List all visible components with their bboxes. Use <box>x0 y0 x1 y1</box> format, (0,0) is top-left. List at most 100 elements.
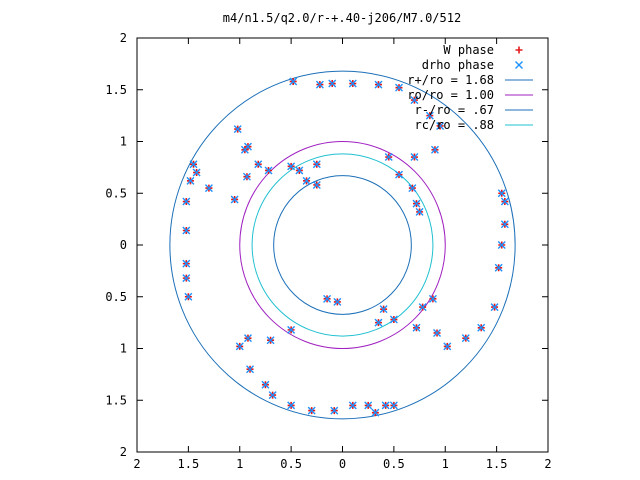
drho-phase-point <box>374 318 383 327</box>
drho-phase-point <box>494 263 503 272</box>
drho-phase-point <box>461 334 470 343</box>
legend-label: ro/ro = 1.00 <box>407 88 494 102</box>
drho-phase-point <box>348 79 357 88</box>
x-tick-label: 1.5 <box>178 457 200 471</box>
data-points <box>182 77 509 417</box>
y-tick-label: 2 <box>120 445 127 459</box>
drho-phase-point <box>295 166 304 175</box>
x-tick-label: 1 <box>236 457 243 471</box>
legend-label: drho phase <box>422 58 494 72</box>
drho-phase-point <box>302 176 311 185</box>
drho-phase-point <box>264 166 273 175</box>
w-phase-point <box>515 46 523 54</box>
drho-phase-point <box>243 334 252 343</box>
drho-phase-point <box>410 96 419 105</box>
drho-phase-point <box>233 125 242 134</box>
drho-phase-point <box>371 408 380 417</box>
drho-phase-point <box>333 297 342 306</box>
drho-phase-point <box>266 336 275 345</box>
drho-phase-point <box>436 121 445 130</box>
drho-phase-point <box>192 168 201 177</box>
reference-circle <box>251 153 434 337</box>
y-tick-label: 0 <box>120 238 127 252</box>
y-tick-label: 1.5 <box>105 393 127 407</box>
drho-phase-point <box>182 226 191 235</box>
legend-label: W phase <box>443 43 494 57</box>
y-tick-label: 1.5 <box>105 83 127 97</box>
drho-phase-point <box>364 401 373 410</box>
drho-phase-point <box>204 184 213 193</box>
y-tick-label: 0.5 <box>105 290 127 304</box>
drho-phase-point <box>384 153 393 162</box>
drho-phase-point <box>379 305 388 314</box>
x-tick-label: 0 <box>339 457 346 471</box>
drho-phase-point <box>323 294 332 303</box>
drho-phase-point <box>246 365 255 374</box>
x-tick-label: 2 <box>544 457 551 471</box>
y-tick-label: 1 <box>120 135 127 149</box>
drho-phase-point <box>425 111 434 120</box>
drho-phase-point <box>186 176 195 185</box>
reference-circle <box>273 175 412 315</box>
drho-phase-point <box>412 199 421 208</box>
reference-circle <box>239 141 446 349</box>
drho-phase-point <box>430 145 439 154</box>
drho-phase-point <box>410 153 419 162</box>
reference-circles <box>169 70 516 420</box>
drho-phase-point <box>182 197 191 206</box>
drho-phase-point <box>443 342 452 351</box>
x-tick-label: 1.5 <box>486 457 508 471</box>
x-tick-label: 2 <box>133 457 140 471</box>
drho-phase-point <box>497 189 506 198</box>
drho-phase-point <box>243 142 252 151</box>
drho-phase-point <box>477 323 486 332</box>
drho-phase-point <box>389 401 398 410</box>
drho-phase-point <box>500 220 509 229</box>
drho-phase-point <box>389 315 398 324</box>
legend-label: r-/ro = .67 <box>415 103 494 117</box>
drho-phase-point <box>330 406 339 415</box>
y-tick-label: 1 <box>120 342 127 356</box>
drho-phase-point <box>490 303 499 312</box>
drho-phase-point <box>348 401 357 410</box>
drho-phase-point <box>500 197 509 206</box>
reference-circle <box>169 70 516 420</box>
y-tick-label: 2 <box>120 31 127 45</box>
drho-phase-point <box>315 80 324 89</box>
drho-phase-point <box>287 401 296 410</box>
drho-phase-point <box>235 342 244 351</box>
drho-phase-point <box>408 184 417 193</box>
drho-phase-point <box>182 259 191 268</box>
drho-phase-point <box>254 160 263 169</box>
y-tick-label: 0.5 <box>105 186 127 200</box>
drho-phase-point <box>374 80 383 89</box>
drho-phase-point <box>395 83 404 92</box>
legend-label: rc/ro = .88 <box>415 118 494 132</box>
drho-phase-point <box>515 61 523 69</box>
drho-phase-point <box>182 274 191 283</box>
drho-phase-point <box>307 406 316 415</box>
chart-title: m4/n1.5/q2.0/r-+.40-j206/M7.0/512 <box>223 11 461 25</box>
x-tick-label: 0.5 <box>383 457 405 471</box>
legend-label: r+/ro = 1.68 <box>407 73 494 87</box>
x-tick-label: 1 <box>442 457 449 471</box>
drho-phase-point <box>395 170 404 179</box>
drho-phase-point <box>242 172 251 181</box>
drho-phase-point <box>287 325 296 334</box>
drho-phase-point <box>230 195 239 204</box>
drho-phase-point <box>312 180 321 189</box>
drho-phase-point <box>261 380 270 389</box>
drho-phase-point <box>433 328 442 337</box>
drho-phase-point <box>268 391 277 400</box>
drho-phase-point <box>415 207 424 216</box>
drho-phase-point <box>312 160 321 169</box>
drho-phase-point <box>184 292 193 301</box>
drho-phase-point <box>381 401 390 410</box>
drho-phase-point <box>497 241 506 249</box>
drho-phase-point <box>412 323 421 332</box>
drho-phase-point <box>428 294 437 303</box>
axis-ticks: 2 1.5 1 0.5 0 0.5 1 1.5 221.510.500.511.52 <box>105 31 551 471</box>
drho-phase-point <box>328 79 337 88</box>
